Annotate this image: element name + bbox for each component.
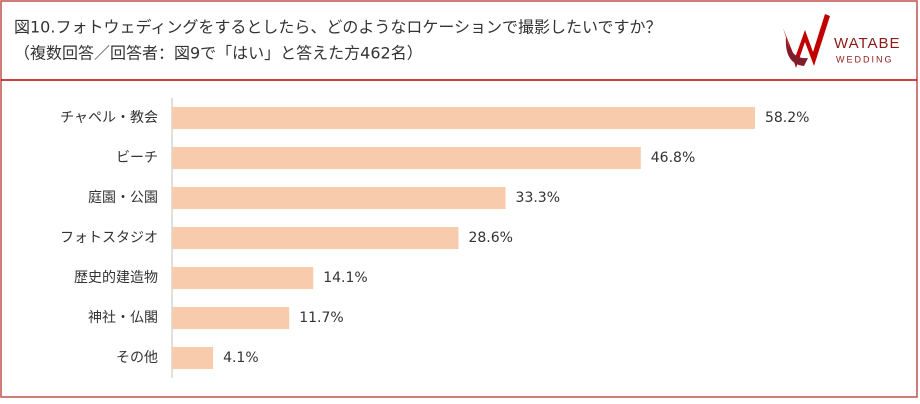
category-label: ビーチ xyxy=(116,150,158,166)
category-label: チャペル・教会 xyxy=(60,110,158,126)
chart-title: 図10.フォトウェディングをするとしたら、どのようなロケーションで撮影したいです… xyxy=(14,18,662,37)
bar xyxy=(172,307,290,329)
bar xyxy=(172,147,641,169)
value-label: 4.1% xyxy=(223,350,259,366)
bar xyxy=(172,347,214,369)
value-label: 28.6% xyxy=(468,230,512,246)
category-label: フォトスタジオ xyxy=(60,230,158,246)
logo-text: WATABE xyxy=(834,35,901,52)
logo-subtext: WEDDING xyxy=(836,54,894,64)
category-label: 歴史的建造物 xyxy=(74,270,158,286)
bar xyxy=(172,187,506,209)
logo-mark xyxy=(783,14,830,68)
value-label: 58.2% xyxy=(765,110,809,126)
category-label: 神社・仏閣 xyxy=(88,310,158,326)
category-label: 庭園・公園 xyxy=(88,189,158,206)
value-label: 11.7% xyxy=(299,310,343,326)
value-label: 33.3% xyxy=(516,190,560,206)
category-label: その他 xyxy=(116,350,158,366)
chart-subtitle: （複数回答／回答者：図9で「はい」と答えた方462名） xyxy=(14,44,423,63)
logo-mark-shadow xyxy=(785,36,808,66)
logo: WATABE WEDDING xyxy=(783,14,901,68)
bar xyxy=(172,107,755,129)
value-label: 14.1% xyxy=(323,270,367,286)
bar xyxy=(172,267,314,289)
bar xyxy=(172,227,459,249)
value-label: 46.8% xyxy=(651,150,695,166)
